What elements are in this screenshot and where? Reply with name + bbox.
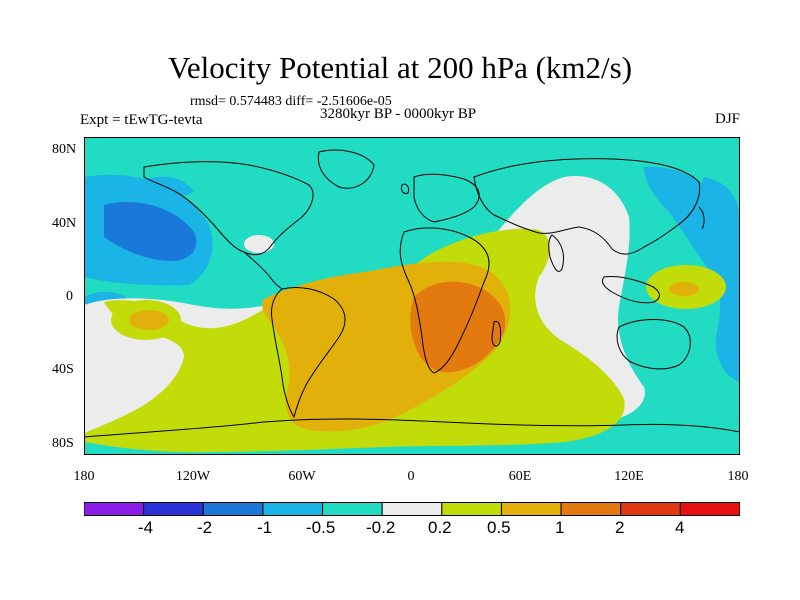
lon-label-60e: 60E	[508, 469, 532, 484]
colorbar-cell-1	[84, 502, 145, 516]
cbar-label-3: -1	[257, 518, 273, 537]
lon-label-0: 0	[407, 469, 415, 484]
velocity-potential-map	[84, 137, 740, 455]
map-title: Velocity Potential at 200 hPa (km2/s)	[167, 50, 633, 85]
lat-label-40n: 40N	[52, 216, 77, 231]
lon-label-60w: 60W	[288, 469, 316, 484]
cbar-label-4: -0.5	[306, 518, 336, 537]
colorbar-cell-9	[560, 502, 622, 516]
cbar-label-5: -0.2	[366, 518, 396, 537]
coast-europe	[413, 173, 480, 223]
coast-central-america	[243, 251, 283, 290]
cbar-label-2: -2	[197, 518, 213, 537]
colorbar-cell-6	[381, 502, 443, 516]
cbar-label-1: -4	[138, 518, 154, 537]
cbar-label-6: 0.2	[428, 518, 452, 537]
field-neutral-gulf	[244, 235, 274, 253]
map-frame	[84, 137, 740, 455]
colorbar-cell-8	[500, 502, 562, 516]
stats-text: rmsd= 0.574483 diff= -2.51606e-05	[190, 94, 392, 109]
coast-indonesia	[601, 276, 660, 304]
coast-asia	[473, 158, 701, 255]
colorbar-cell-11	[679, 502, 740, 516]
coast-greenland	[317, 149, 375, 189]
colorbar-cell-4	[262, 502, 324, 516]
coast-madagascar	[491, 320, 502, 347]
coast-north-america	[143, 161, 314, 256]
lon-label-120w: 120W	[175, 469, 211, 484]
field-npac-minus2	[104, 202, 197, 262]
colorbar-cell-10	[620, 502, 681, 516]
season-label: DJF	[714, 111, 740, 127]
lat-label-40s: 40S	[52, 362, 74, 377]
lat-label-80s: 80S	[52, 436, 74, 451]
field-pos1-wpac	[669, 282, 699, 296]
lat-label-80n: 80N	[52, 142, 77, 157]
colorbar-cell-3	[202, 502, 264, 516]
cbar-label-8: 1	[555, 518, 565, 537]
cbar-label-10: 4	[675, 518, 685, 537]
field-nwpac-minus1	[644, 166, 730, 277]
coast-africa	[399, 227, 490, 374]
coast-india	[548, 234, 565, 272]
cbar-label-9: 2	[615, 518, 625, 537]
field-pos-2	[410, 281, 506, 373]
coast-south-america	[271, 286, 346, 419]
lat-label-eq: 0	[66, 289, 73, 304]
cbar-label-7: 0.5	[487, 518, 511, 537]
coast-australia	[616, 319, 691, 370]
coast-antarctica	[84, 418, 740, 438]
lon-label-180w: 180	[73, 469, 95, 484]
experiment-label: Expt = tEwTG-tevta	[80, 112, 203, 128]
lon-label-180e: 180	[727, 469, 749, 484]
period-text: 3280kyr BP - 0000kyr BP	[320, 106, 477, 122]
lon-label-120e: 120E	[614, 469, 644, 484]
coast-japan	[698, 206, 705, 230]
field-pos1-spac	[129, 310, 169, 330]
colorbar-cell-7	[441, 502, 502, 516]
field-natl-minus1	[134, 176, 194, 198]
colorbar	[84, 502, 740, 516]
colorbar-cell-2	[143, 502, 204, 516]
colorbar-cell-5	[322, 502, 383, 516]
coast-uk	[401, 183, 409, 194]
